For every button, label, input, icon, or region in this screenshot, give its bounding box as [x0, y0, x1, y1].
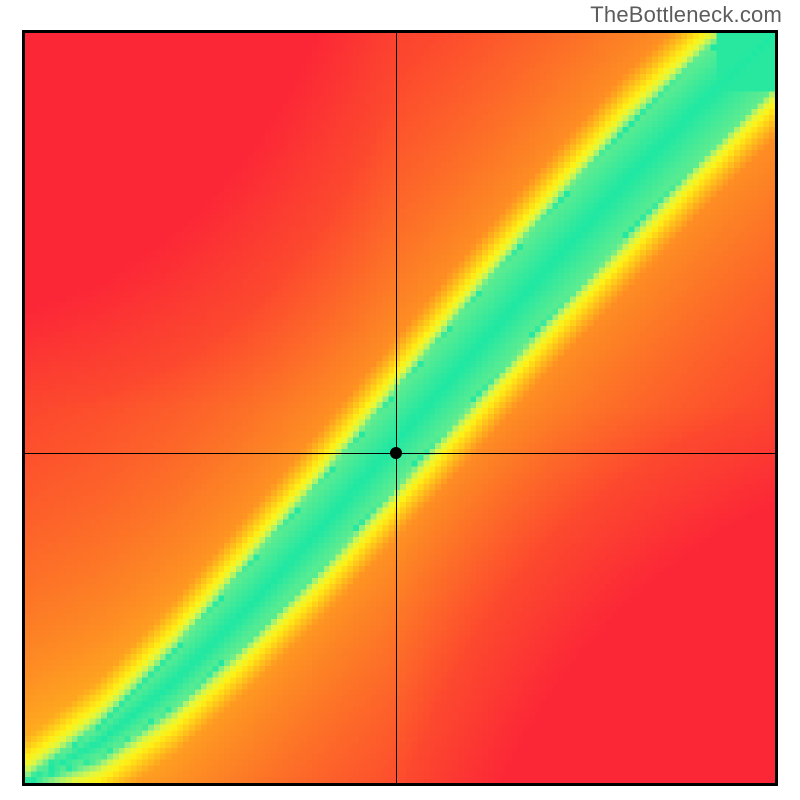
heatmap-plot [22, 30, 778, 786]
heatmap-canvas [25, 33, 775, 783]
attribution-text: TheBottleneck.com [590, 2, 782, 28]
chart-container: TheBottleneck.com [0, 0, 800, 800]
